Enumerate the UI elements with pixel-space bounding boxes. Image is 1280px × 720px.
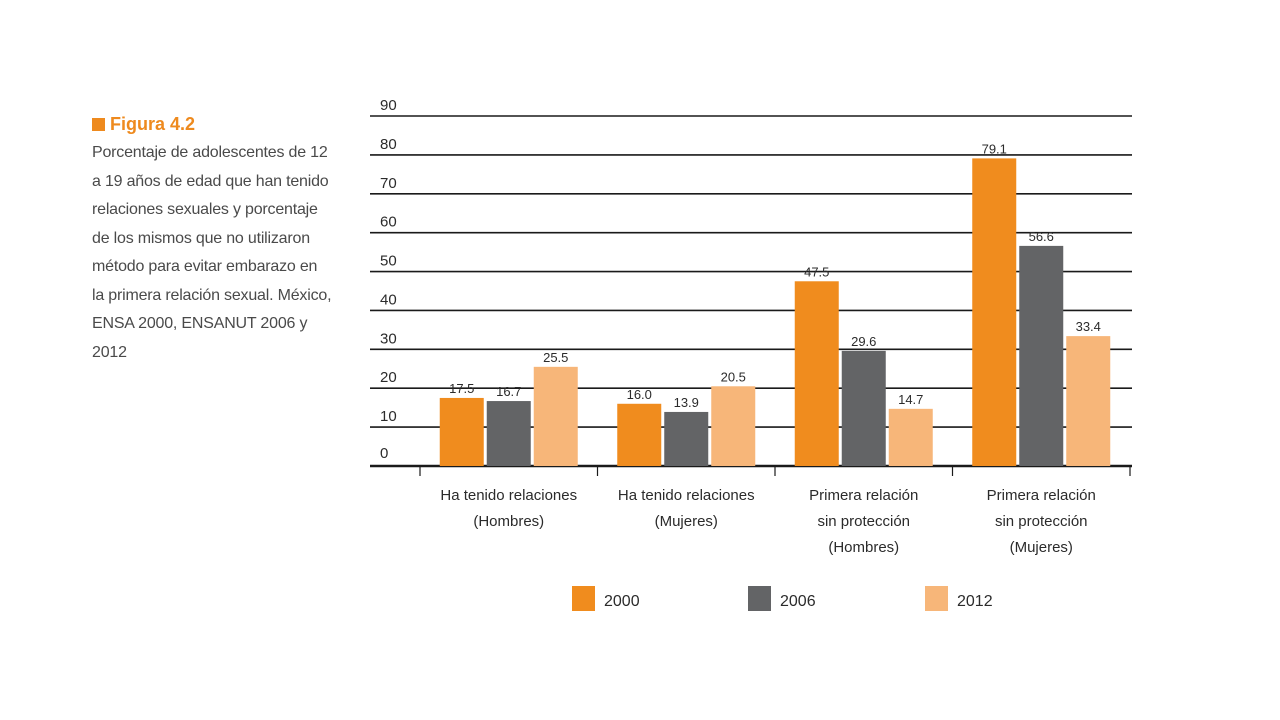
- figure-title-text: Figura 4.2: [110, 114, 196, 134]
- data-label: 16.0: [627, 387, 652, 402]
- bar: [617, 403, 662, 466]
- data-label: 16.7: [496, 384, 521, 399]
- legend-swatch: [925, 586, 948, 611]
- figure-description-line: la primera relación sexual. México,: [92, 286, 332, 304]
- data-label: 20.5: [721, 369, 746, 384]
- figure-description-line: a 19 años de edad que han tenido: [92, 172, 329, 190]
- y-tick-label: 90: [380, 97, 397, 114]
- legend-label: 2000: [604, 593, 640, 610]
- bar: [664, 411, 709, 466]
- bar: [972, 158, 1017, 466]
- bar: [1066, 336, 1111, 466]
- y-tick-label: 10: [380, 408, 397, 425]
- data-label: 14.7: [898, 392, 923, 407]
- bar: [1019, 245, 1064, 466]
- category-label: Primera relación: [987, 487, 1096, 504]
- figure-description-line: de los mismos que no utilizaron: [92, 229, 310, 247]
- bar: [533, 366, 578, 466]
- figure-square-icon: [92, 118, 105, 131]
- data-label: 29.6: [851, 334, 876, 349]
- category-label: (Mujeres): [1010, 539, 1073, 556]
- figure-description-line: Porcentaje de adolescentes de 12: [92, 144, 328, 161]
- bar: [439, 397, 484, 466]
- data-label: 25.5: [543, 350, 568, 365]
- category-label: (Hombres): [473, 513, 544, 530]
- bar: [888, 408, 933, 466]
- figure-description-line: método para evitar embarazo en: [92, 258, 318, 275]
- bar: [794, 281, 839, 466]
- category-label: sin protección: [995, 513, 1088, 530]
- y-tick-label: 40: [380, 291, 397, 308]
- bar: [486, 401, 531, 466]
- data-label: 33.4: [1076, 319, 1101, 334]
- data-label: 17.5: [449, 381, 474, 396]
- legend-swatch: [572, 586, 595, 611]
- figure-title: Figura 4.2: [92, 114, 342, 135]
- data-label: 47.5: [804, 264, 829, 279]
- y-tick-label: 80: [380, 136, 397, 153]
- bar: [841, 350, 886, 466]
- data-label: 56.6: [1029, 229, 1054, 244]
- y-tick-label: 60: [380, 214, 397, 231]
- y-tick-label: 20: [380, 369, 397, 386]
- y-tick-label: 0: [380, 445, 388, 462]
- category-label: sin protección: [817, 513, 910, 530]
- y-tick-label: 30: [380, 330, 397, 347]
- data-label: 13.9: [674, 395, 699, 410]
- figure-description: Porcentaje de adolescentes de 12 a 19 añ…: [92, 139, 342, 367]
- figure-description-line: ENSA 2000, ENSANUT 2006 y 2012: [92, 315, 308, 361]
- figure-caption: Figura 4.2 Porcentaje de adolescentes de…: [92, 114, 342, 367]
- category-label: Ha tenido relaciones: [440, 487, 577, 504]
- category-label: Primera relación: [809, 487, 918, 504]
- legend-swatch: [748, 586, 771, 611]
- legend-label: 2012: [957, 593, 993, 610]
- category-label: (Hombres): [828, 539, 899, 556]
- y-tick-label: 70: [380, 175, 397, 192]
- data-label: 79.1: [982, 141, 1007, 156]
- category-label: (Mujeres): [655, 513, 718, 530]
- figure-description-line: relaciones sexuales y porcentaje: [92, 201, 318, 218]
- category-label: Ha tenido relaciones: [618, 487, 755, 504]
- legend-label: 2006: [780, 593, 816, 610]
- bar: [711, 386, 756, 466]
- y-tick-label: 50: [380, 253, 397, 270]
